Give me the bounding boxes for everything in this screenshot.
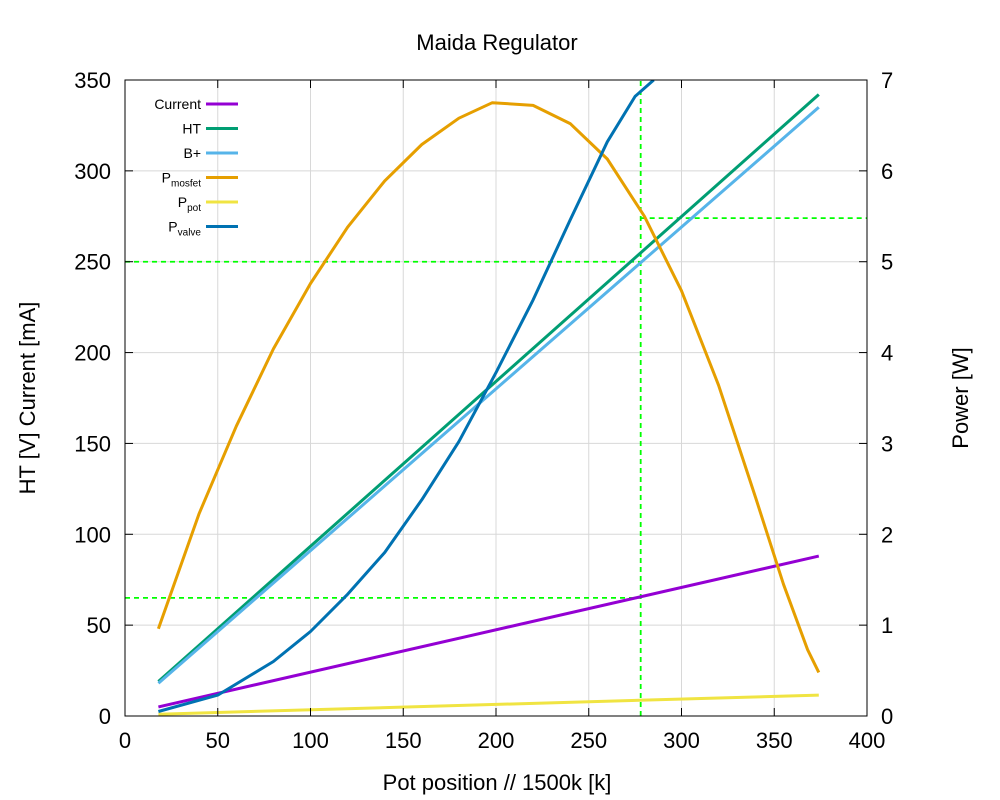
y-axis-label: HT [V] Current [mA]	[15, 302, 40, 495]
x-tick-label: 100	[292, 728, 329, 753]
x-tick-label: 400	[849, 728, 886, 753]
x-tick-label: 150	[385, 728, 422, 753]
x-tick-label: 250	[570, 728, 607, 753]
legend: Current HT B+ Pmosfet Ppot Pvalve	[154, 96, 238, 239]
y2-tick-label: 4	[881, 341, 893, 366]
series-lines	[156, 80, 821, 716]
y-ticks: 0 50 100 150 200 250 300 350	[74, 68, 133, 729]
legend-label: Current	[154, 96, 201, 112]
series-line-current	[158, 554, 820, 709]
legend-label: Pvalve	[168, 219, 201, 239]
y2-axis-label: Power [W]	[948, 347, 973, 448]
legend-label: Pmosfet	[162, 170, 202, 190]
legend-label: B+	[183, 145, 201, 161]
x-tick-label: 350	[756, 728, 793, 753]
series-line-pvalve	[158, 80, 655, 713]
y-tick-label: 0	[99, 704, 111, 729]
x-tick-label: 50	[206, 728, 230, 753]
x-ticks: 0 50 100 150 200 250 300 350 400	[119, 80, 885, 753]
series-line-b-	[157, 106, 820, 685]
y2-tick-label: 3	[881, 431, 893, 456]
x-tick-label: 0	[119, 728, 131, 753]
y-tick-label: 250	[74, 250, 111, 275]
x-axis-label: Pot position // 1500k [k]	[383, 770, 612, 795]
y-tick-label: 50	[87, 613, 111, 638]
y-tick-label: 100	[74, 522, 111, 547]
y2-tick-label: 2	[881, 522, 893, 547]
y2-tick-label: 0	[881, 704, 893, 729]
series-line-ppot	[158, 693, 819, 716]
y-tick-label: 350	[74, 68, 111, 93]
y-tick-label: 150	[74, 431, 111, 456]
y-tick-label: 200	[74, 341, 111, 366]
y2-tick-label: 6	[881, 159, 893, 184]
grid	[125, 80, 867, 716]
chart-title: Maida Regulator	[416, 30, 577, 55]
x-tick-label: 200	[478, 728, 515, 753]
y2-tick-label: 7	[881, 68, 893, 93]
y-tick-label: 300	[74, 159, 111, 184]
series-line-pmosfet	[156, 101, 821, 674]
legend-label: HT	[182, 121, 201, 137]
y2-tick-label: 1	[881, 613, 893, 638]
y2-ticks: 0 1 2 3 4 5 6 7	[859, 68, 893, 729]
y2-tick-label: 5	[881, 250, 893, 275]
legend-label: Ppot	[178, 194, 201, 214]
x-tick-label: 300	[663, 728, 700, 753]
